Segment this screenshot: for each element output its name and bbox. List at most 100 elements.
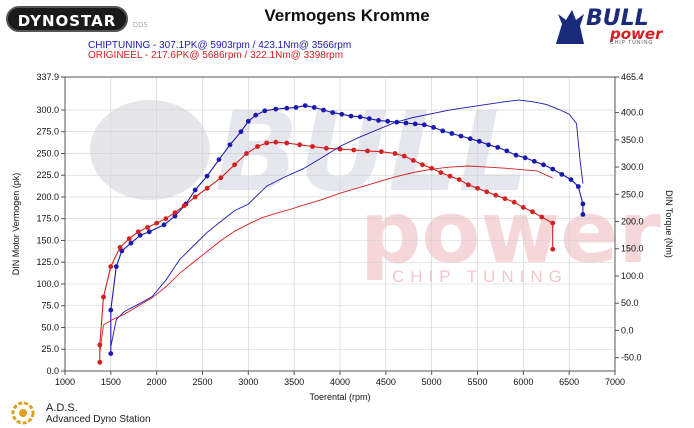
series-point-chiptuning-44 [513,152,519,158]
y2-tick-label-1: 0.0 [621,325,634,335]
series-point-chiptuning-38 [458,133,464,139]
series-point-origineel-39 [493,192,499,198]
series-point-chiptuning-52 [580,201,586,207]
series-point-origineel-10 [172,210,178,216]
series-point-chiptuning-30 [385,118,391,124]
series-point-chiptuning-7 [161,222,167,228]
series-point-origineel-33 [438,170,444,176]
y2-tick-label-9: 400.0 [621,108,644,118]
x-tick-label-7: 4500 [376,377,396,387]
series-point-origineel-38 [484,189,490,195]
bullpower-logo: BULL power CHIP TUNING [552,4,662,48]
series-point-chiptuning-48 [550,166,556,172]
series-point-origineel-2 [101,294,106,300]
x-tick-label-9: 5500 [467,377,487,387]
y-axis-right: -50.0 0.0 50.0 100.0 150.0 200.0 250.0 300.0 350… [615,72,644,363]
y2-tick-label-10: 465.4 [621,72,644,82]
y-tick-label-2: 50.0 [41,322,59,332]
series-point-chiptuning-20 [293,105,299,110]
series-point-origineel-28 [392,151,398,156]
series-point-chiptuning-53 [580,212,586,217]
series-line-chiptuning-torque [110,99,584,347]
series-point-chiptuning-47 [541,162,546,168]
y-tick-label-12: 300.0 [36,105,59,115]
series-point-chiptuning-4 [128,240,134,246]
x-tick-label-12: 7000 [605,377,625,387]
y-tick-label-0: 0.0 [46,366,59,376]
y2-tick-label-4: 150.0 [621,244,644,254]
y2-tick-label-6: 250.0 [621,189,644,199]
series-point-chiptuning-25 [339,111,345,117]
series-point-chiptuning-22 [311,105,317,110]
series-point-origineel-37 [475,185,480,191]
series-point-chiptuning-6 [146,229,152,235]
x-tick-label-2: 2000 [147,377,167,387]
series-point-chiptuning-46 [531,158,537,164]
series-point-chiptuning-40 [476,138,482,144]
series-point-origineel-15 [232,162,238,168]
series-point-chiptuning-34 [421,122,427,128]
y-tick-label-9: 225.0 [36,170,59,180]
series-point-origineel-21 [297,142,303,148]
series-point-origineel-19 [273,139,279,145]
bull-mascot-watermark [90,100,210,200]
y2-tick-label-7: 300.0 [621,162,644,172]
dynostar-logo: DYNOSTAR DDS [6,6,148,32]
series-point-origineel-3 [108,264,114,269]
series-point-origineel-31 [420,162,425,168]
series-point-chiptuning-1 [108,307,114,313]
dynostar-logo-text: DYNOSTAR [17,12,117,30]
series-point-chiptuning-35 [431,125,436,130]
series-point-chiptuning-32 [403,120,409,126]
series-point-origineel-14 [218,175,224,181]
y-axis-left: 0.0 25.0 50.0 75.0 100.0 125.0 150.0 175.0 200.0… [36,72,65,376]
watermark-tagline: CHIP TUNING [392,267,568,286]
series-point-chiptuning-50 [568,177,574,183]
bullpower-watermark: BULL power CHIP TUNING [90,88,661,286]
y-tick-label-4: 100.0 [36,279,59,289]
series-point-origineel-24 [337,146,343,152]
y-tick-label-11: 275.0 [36,127,59,137]
series-point-chiptuning-42 [495,145,501,150]
legend-origineel: ORIGINEEL - 217.6PK@ 5686rpm / 322.1Nm@ … [88,50,344,61]
bull-logo-power: power [610,25,663,43]
series-point-origineel-36 [465,182,471,188]
series-point-origineel-17 [255,144,260,149]
series-point-origineel-1 [97,342,103,348]
series-point-origineel-44 [539,214,545,220]
series-point-origineel-7 [145,225,150,230]
x-tick-label-3: 2500 [192,377,212,387]
series-point-origineel-22 [310,144,315,149]
y2-axis-label: DIN Torque (Nm) [664,190,674,258]
series-point-chiptuning-29 [376,118,381,123]
bull-logo-tagline: CHIP TUNING [610,40,654,46]
y-tick-label-5: 125.0 [36,257,59,267]
series-point-chiptuning-43 [504,148,510,154]
series-point-chiptuning-11 [204,173,210,179]
y-tick-label-13: 337.9 [36,72,59,82]
chart-grid [64,76,616,372]
series-point-origineel-18 [264,140,270,146]
series-point-origineel-20 [284,140,290,146]
series-point-chiptuning-8 [172,213,178,219]
y-axis-label: DIN Motor Vermogen (pk) [11,173,21,276]
series-point-origineel-42 [520,205,526,210]
series-point-chiptuning-21 [302,103,308,108]
series-point-origineel-9 [163,216,169,222]
series-point-chiptuning-33 [412,121,418,127]
series-point-origineel-27 [378,149,384,155]
series-point-chiptuning-24 [330,110,336,115]
series-point-origineel-5 [126,236,132,242]
y-tick-label-10: 250.0 [36,148,59,158]
series-point-chiptuning-0 [108,351,114,356]
series-point-origineel-32 [429,165,435,171]
series-point-origineel-12 [192,194,198,200]
ads-logo: A.D.S. Advanced Dyno Station [8,398,208,428]
series-point-chiptuning-2 [113,264,119,269]
series-point-origineel-43 [530,209,535,215]
series-point-chiptuning-39 [467,136,473,142]
series-point-origineel-30 [410,158,416,163]
ads-name: A.D.S. [46,402,78,414]
series-point-chiptuning-36 [440,128,446,134]
